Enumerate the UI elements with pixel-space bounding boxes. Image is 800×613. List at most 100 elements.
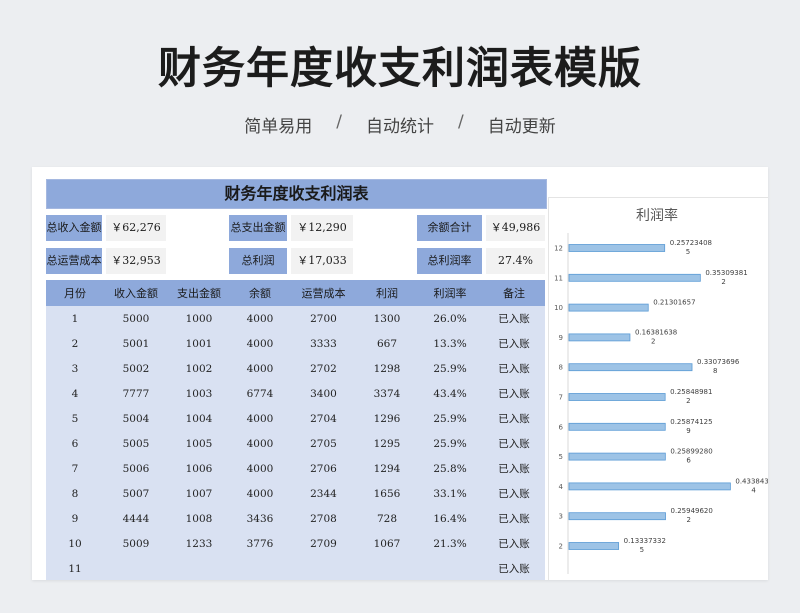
cell-income[interactable]: 7777 xyxy=(104,381,168,406)
cell-operating-cost[interactable]: 2709 xyxy=(290,531,357,556)
cell-profit-rate[interactable]: 16.4% xyxy=(417,506,483,531)
profit-rate-bar[interactable] xyxy=(568,482,731,491)
summary-value-balance-total[interactable]: ￥49,986 xyxy=(486,215,545,241)
cell-profit[interactable]: 1300 xyxy=(357,306,417,331)
cell-income[interactable]: 4444 xyxy=(104,506,168,531)
cell-month[interactable]: 10 xyxy=(46,531,104,556)
cell-income[interactable]: 5001 xyxy=(104,331,168,356)
cell-profit-rate[interactable] xyxy=(417,556,483,580)
profit-rate-bar[interactable] xyxy=(568,422,666,431)
cell-expense[interactable]: 1000 xyxy=(168,306,230,331)
cell-balance[interactable]: 4000 xyxy=(230,406,290,431)
cell-operating-cost[interactable]: 2705 xyxy=(290,431,357,456)
cell-profit-rate[interactable]: 25.8% xyxy=(417,456,483,481)
cell-operating-cost[interactable]: 2702 xyxy=(290,356,357,381)
cell-profit-rate[interactable]: 43.4% xyxy=(417,381,483,406)
cell-operating-cost[interactable]: 2700 xyxy=(290,306,357,331)
cell-profit-rate[interactable]: 21.3% xyxy=(417,531,483,556)
cell-income[interactable]: 5004 xyxy=(104,406,168,431)
cell-remark[interactable]: 已入账 xyxy=(483,306,545,331)
cell-expense[interactable]: 1233 xyxy=(168,531,230,556)
cell-balance[interactable]: 4000 xyxy=(230,456,290,481)
cell-profit[interactable]: 667 xyxy=(357,331,417,356)
cell-profit[interactable]: 728 xyxy=(357,506,417,531)
cell-profit[interactable]: 1296 xyxy=(357,406,417,431)
cell-operating-cost[interactable]: 2344 xyxy=(290,481,357,506)
cell-month[interactable]: 3 xyxy=(46,356,104,381)
cell-profit[interactable]: 1294 xyxy=(357,456,417,481)
cell-operating-cost[interactable]: 3333 xyxy=(290,331,357,356)
cell-balance[interactable]: 3776 xyxy=(230,531,290,556)
cell-month[interactable]: 2 xyxy=(46,331,104,356)
cell-remark[interactable]: 已入账 xyxy=(483,556,545,580)
profit-rate-bar[interactable] xyxy=(568,303,649,312)
cell-balance[interactable]: 4000 xyxy=(230,431,290,456)
cell-balance[interactable]: 4000 xyxy=(230,481,290,506)
cell-month[interactable]: 4 xyxy=(46,381,104,406)
cell-income[interactable] xyxy=(104,556,168,580)
cell-income[interactable]: 5000 xyxy=(104,306,168,331)
cell-profit[interactable]: 1067 xyxy=(357,531,417,556)
cell-expense[interactable]: 1002 xyxy=(168,356,230,381)
cell-profit[interactable]: 1656 xyxy=(357,481,417,506)
cell-income[interactable]: 5007 xyxy=(104,481,168,506)
cell-remark[interactable]: 已入账 xyxy=(483,531,545,556)
cell-profit[interactable]: 1295 xyxy=(357,431,417,456)
cell-balance[interactable]: 4000 xyxy=(230,331,290,356)
cell-month[interactable]: 1 xyxy=(46,306,104,331)
cell-month[interactable]: 6 xyxy=(46,431,104,456)
cell-profit-rate[interactable]: 26.0% xyxy=(417,306,483,331)
cell-remark[interactable]: 已入账 xyxy=(483,381,545,406)
cell-expense[interactable]: 1007 xyxy=(168,481,230,506)
cell-remark[interactable]: 已入账 xyxy=(483,506,545,531)
cell-income[interactable]: 5002 xyxy=(104,356,168,381)
profit-rate-bar[interactable] xyxy=(568,333,631,342)
cell-remark[interactable]: 已入账 xyxy=(483,481,545,506)
cell-profit[interactable]: 3374 xyxy=(357,381,417,406)
cell-expense[interactable] xyxy=(168,556,230,580)
summary-value-total-income[interactable]: ￥62,276 xyxy=(106,215,166,241)
summary-value-total-profit[interactable]: ￥17,033 xyxy=(291,248,353,274)
cell-remark[interactable]: 已入账 xyxy=(483,406,545,431)
cell-profit[interactable]: 1298 xyxy=(357,356,417,381)
cell-balance[interactable] xyxy=(230,556,290,580)
profit-rate-bar[interactable] xyxy=(568,363,693,372)
cell-operating-cost[interactable]: 2708 xyxy=(290,506,357,531)
cell-expense[interactable]: 1003 xyxy=(168,381,230,406)
cell-expense[interactable]: 1001 xyxy=(168,331,230,356)
cell-income[interactable]: 5006 xyxy=(104,456,168,481)
cell-expense[interactable]: 1008 xyxy=(168,506,230,531)
cell-remark[interactable]: 已入账 xyxy=(483,456,545,481)
cell-income[interactable]: 5005 xyxy=(104,431,168,456)
cell-balance[interactable]: 6774 xyxy=(230,381,290,406)
profit-rate-bar[interactable] xyxy=(568,512,666,521)
cell-expense[interactable]: 1005 xyxy=(168,431,230,456)
summary-value-total-expense[interactable]: ￥12,290 xyxy=(291,215,353,241)
cell-profit-rate[interactable]: 13.3% xyxy=(417,331,483,356)
cell-operating-cost[interactable] xyxy=(290,556,357,580)
profit-rate-bar[interactable] xyxy=(568,393,666,401)
cell-operating-cost[interactable]: 3400 xyxy=(290,381,357,406)
cell-remark[interactable]: 已入账 xyxy=(483,356,545,381)
summary-value-operating-cost[interactable]: ￥32,953 xyxy=(106,248,166,274)
cell-profit[interactable] xyxy=(357,556,417,580)
cell-balance[interactable]: 4000 xyxy=(230,306,290,331)
cell-expense[interactable]: 1006 xyxy=(168,456,230,481)
cell-month[interactable]: 11 xyxy=(46,556,104,580)
cell-profit-rate[interactable]: 25.9% xyxy=(417,431,483,456)
profit-rate-bar[interactable] xyxy=(568,273,701,282)
cell-profit-rate[interactable]: 25.9% xyxy=(417,356,483,381)
cell-month[interactable]: 7 xyxy=(46,456,104,481)
cell-remark[interactable]: 已入账 xyxy=(483,431,545,456)
cell-operating-cost[interactable]: 2706 xyxy=(290,456,357,481)
cell-profit-rate[interactable]: 33.1% xyxy=(417,481,483,506)
summary-value-profit-rate[interactable]: 27.4% xyxy=(486,248,545,274)
cell-profit-rate[interactable]: 25.9% xyxy=(417,406,483,431)
cell-remark[interactable]: 已入账 xyxy=(483,331,545,356)
cell-month[interactable]: 8 xyxy=(46,481,104,506)
cell-income[interactable]: 5009 xyxy=(104,531,168,556)
cell-month[interactable]: 5 xyxy=(46,406,104,431)
cell-expense[interactable]: 1004 xyxy=(168,406,230,431)
cell-balance[interactable]: 3436 xyxy=(230,506,290,531)
cell-month[interactable]: 9 xyxy=(46,506,104,531)
